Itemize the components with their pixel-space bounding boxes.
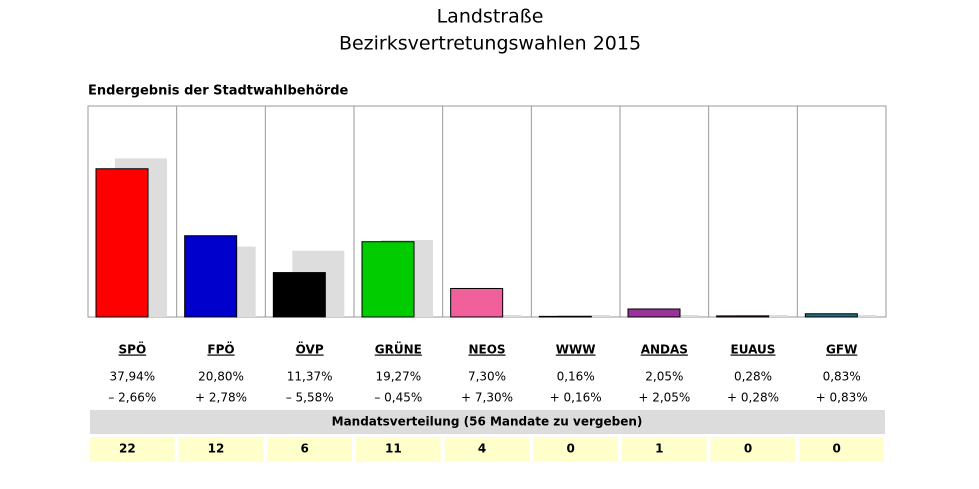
- mandate-value: 0: [566, 442, 574, 456]
- value-label: 20,80%: [198, 370, 244, 384]
- mandate-cell: [90, 437, 175, 462]
- mandate-cell: [356, 437, 441, 462]
- mandate-cell: [444, 437, 530, 462]
- party-link[interactable]: FPÖ: [207, 342, 234, 357]
- party-link[interactable]: GRÜNE: [375, 342, 422, 357]
- party-link[interactable]: NEOS: [468, 343, 505, 357]
- party-link[interactable]: ÖVP: [296, 342, 324, 357]
- value-label: 19,27%: [375, 370, 421, 384]
- bar: [538, 315, 592, 318]
- change-label: – 2,66%: [108, 391, 156, 405]
- bar: [272, 272, 326, 318]
- bar: [627, 308, 681, 318]
- bar: [804, 313, 858, 318]
- change-label: + 2,78%: [195, 391, 247, 405]
- mandate-cell: [267, 437, 352, 462]
- value-label: 7,30%: [468, 370, 506, 384]
- change-label: + 0,16%: [550, 391, 602, 405]
- change-label: + 2,05%: [638, 391, 690, 405]
- change-label: + 0,28%: [727, 391, 779, 405]
- mandate-cell: [710, 437, 796, 462]
- party-link[interactable]: WWW: [556, 343, 596, 357]
- bar: [716, 315, 770, 318]
- heading: Endergebnis der Stadtwahlbehörde: [88, 84, 349, 99]
- party-link[interactable]: GFW: [826, 343, 857, 357]
- mandate-value: 6: [300, 442, 308, 456]
- mandate-cell: [178, 437, 264, 462]
- bar: [184, 235, 238, 318]
- value-label: 0,83%: [823, 370, 861, 384]
- bar: [450, 287, 504, 318]
- chart-title: Landstraße: [437, 6, 544, 28]
- mandate-value: 22: [119, 442, 136, 456]
- bar: [95, 168, 149, 318]
- mandate-value: 4: [478, 442, 486, 456]
- mandate-value: 12: [208, 442, 225, 456]
- mandate-value: 0: [744, 442, 752, 456]
- bar: [361, 241, 415, 318]
- value-label: 0,16%: [557, 370, 595, 384]
- change-label: – 0,45%: [374, 391, 422, 405]
- chart-subtitle: Bezirksvertretungswahlen 2015: [339, 33, 641, 55]
- mandate-value: 1: [655, 442, 663, 456]
- mandates-header: [90, 410, 885, 434]
- mandate-value: 0: [832, 442, 840, 456]
- mandates-title: Mandatsverteilung (56 Mandate zu vergebe…: [332, 415, 643, 429]
- party-link[interactable]: SPÖ: [119, 342, 147, 357]
- party-link[interactable]: EUAUS: [731, 343, 776, 357]
- mandate-cell: [622, 437, 707, 462]
- change-label: + 0,83%: [816, 391, 868, 405]
- value-label: 11,37%: [287, 370, 333, 384]
- change-label: – 5,58%: [286, 391, 334, 405]
- value-label: 37,94%: [109, 370, 155, 384]
- mandate-cell: [533, 437, 618, 462]
- mandate-cell: [799, 437, 884, 462]
- mandate-value: 11: [385, 442, 402, 456]
- value-label: 2,05%: [645, 370, 683, 384]
- change-label: + 7,30%: [461, 391, 513, 405]
- value-label: 0,28%: [734, 370, 772, 384]
- party-link[interactable]: ANDAS: [641, 343, 688, 357]
